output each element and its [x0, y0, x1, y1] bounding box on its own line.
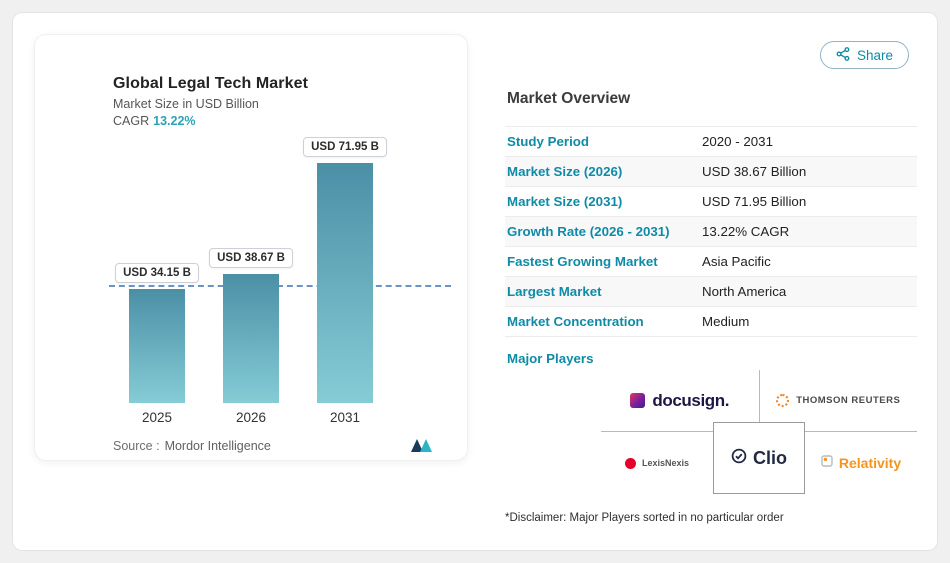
row-label: Market Concentration — [507, 314, 644, 329]
row-value: Asia Pacific — [702, 254, 771, 269]
reference-line — [109, 285, 451, 287]
player-lexisnexis: LexisNexis — [601, 432, 713, 494]
row-label: Fastest Growing Market — [507, 254, 658, 269]
table-row: Market Size (2031) USD 71.95 Billion — [505, 187, 917, 217]
source-label: Source : — [113, 439, 160, 453]
row-label: Market Size (2026) — [507, 164, 623, 179]
row-value: 13.22% CAGR — [702, 224, 790, 239]
relativity-icon — [821, 454, 833, 472]
cagr-value: 13.22% — [153, 114, 196, 128]
row-value: North America — [702, 284, 787, 299]
clio-check-icon — [731, 448, 747, 469]
x-tick-label: 2031 — [329, 410, 361, 425]
chart-panel: Global Legal Tech Market Market Size in … — [34, 34, 468, 461]
row-value: 2020 - 2031 — [702, 134, 773, 149]
bar-value-label: USD 71.95 B — [303, 137, 387, 157]
player-clio: Clio — [713, 422, 805, 494]
share-label: Share — [856, 47, 893, 63]
major-players-grid: docusign. THOMSON REUTERS LexisNexis — [601, 370, 917, 494]
bar-2025: USD 34.15 B 2025 — [115, 263, 199, 428]
x-tick-label: 2026 — [235, 410, 267, 425]
row-value: USD 71.95 Billion — [702, 194, 807, 209]
table-row: Growth Rate (2026 - 2031) 13.22% CAGR — [505, 217, 917, 247]
source-row: Source : Mordor Intelligence — [113, 436, 437, 456]
thomson-reuters-icon — [776, 394, 790, 407]
table-row: Fastest Growing Market Asia Pacific — [505, 247, 917, 277]
mordor-logo-icon — [407, 436, 437, 456]
share-button[interactable]: Share — [819, 41, 909, 69]
row-label: Market Size (2031) — [507, 194, 623, 209]
cagr-label: CAGR — [113, 114, 150, 128]
report-card: Global Legal Tech Market Market Size in … — [12, 12, 938, 551]
major-players-label: Major Players — [507, 351, 594, 366]
row-label: Growth Rate (2026 - 2031) — [507, 224, 670, 239]
player-logo-text: docusign. — [652, 390, 730, 410]
bar-value-label: USD 34.15 B — [115, 263, 199, 283]
bar-chart: USD 34.15 B 2025 USD 38.67 B 2026 USD 71… — [109, 130, 453, 428]
table-row: Market Concentration Medium — [505, 307, 917, 337]
bar — [317, 163, 373, 403]
player-logo-text: THOMSON REUTERS — [796, 395, 901, 406]
overview-panel: Market Overview Study Period 2020 - 2031… — [505, 46, 917, 524]
share-icon — [836, 46, 850, 64]
player-logo-text: Relativity — [838, 455, 902, 471]
bar — [223, 274, 279, 403]
bar — [129, 289, 185, 403]
bar-value-label: USD 38.67 B — [209, 248, 293, 268]
players-row-bottom: LexisNexis Clio — [601, 422, 917, 494]
bars-group: USD 34.15 B 2025 USD 38.67 B 2026 USD 71… — [113, 130, 453, 428]
row-value: USD 38.67 Billion — [702, 164, 807, 179]
table-row: Largest Market North America — [505, 277, 917, 307]
row-value: Medium — [702, 314, 750, 329]
player-logo-text: LexisNexis — [641, 458, 690, 468]
table-row: Market Size (2026) USD 38.67 Billion — [505, 157, 917, 187]
chart-subtitle: Market Size in USD Billion — [113, 97, 259, 111]
bar-2026: USD 38.67 B 2026 — [209, 248, 293, 428]
disclaimer-text: *Disclaimer: Major Players sorted in no … — [505, 512, 784, 524]
player-relativity: Relativity — [805, 432, 917, 494]
lexisnexis-icon — [624, 457, 636, 469]
bar-2031: USD 71.95 B 2031 — [303, 137, 387, 428]
player-docusign: docusign. — [601, 370, 759, 431]
player-thomson-reuters: THOMSON REUTERS — [758, 370, 918, 431]
source-text: Source : Mordor Intelligence — [113, 439, 271, 453]
x-tick-label: 2025 — [141, 410, 173, 425]
table-row: Study Period 2020 - 2031 — [505, 127, 917, 157]
docusign-icon — [630, 393, 646, 408]
row-label: Study Period — [507, 134, 590, 149]
source-value: Mordor Intelligence — [164, 439, 271, 453]
player-logo-text: Clio — [753, 447, 787, 468]
overview-table: Study Period 2020 - 2031 Market Size (20… — [505, 126, 917, 337]
overview-title: Market Overview — [507, 90, 631, 107]
chart-cagr: CAGR 13.22% — [113, 114, 453, 128]
row-label: Largest Market — [507, 284, 602, 299]
chart-title: Global Legal Tech Market — [113, 75, 309, 92]
